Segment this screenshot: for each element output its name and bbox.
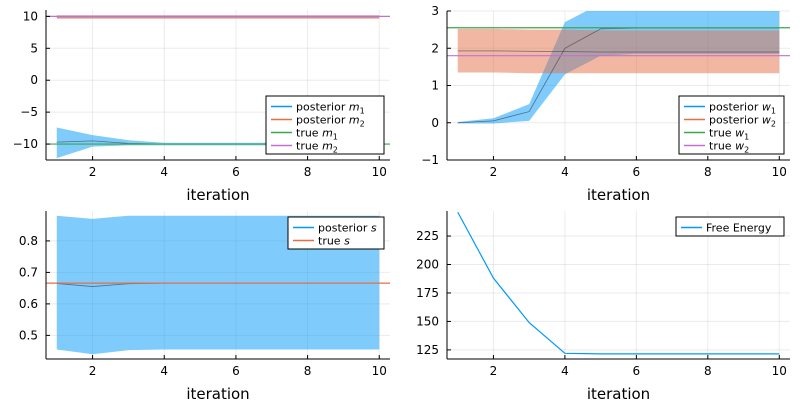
legend-label-1: Free Energy — [706, 222, 772, 235]
y-tick-label: 0.7 — [19, 265, 38, 279]
chart-panel-4: 2 4 6 8 10 125 150 175 200 225 iteration Free Energ… — [416, 211, 790, 400]
legend-label-1: posterior w1 — [709, 101, 776, 116]
y-tick-label: 1 — [431, 79, 439, 93]
x-tick-label: 10 — [372, 364, 387, 378]
y-tick-label: 3 — [431, 4, 439, 18]
chart-panel-1: 2 4 6 8 10 −10 −5 0 5 10 iteration posterior m1post… — [13, 9, 390, 204]
legend-label-1: posterior s — [318, 222, 377, 235]
legend-label-2: true s — [318, 235, 350, 248]
x-tick-label: 8 — [704, 165, 712, 179]
x-tick-label: 10 — [372, 165, 387, 179]
y-tick-label: 175 — [416, 286, 439, 300]
legend-box — [675, 216, 785, 237]
x-tick-label: 8 — [304, 364, 312, 378]
series-band-1 — [56, 127, 380, 159]
legend-label-2: posterior m2 — [296, 114, 365, 129]
y-tick-label: 200 — [416, 258, 439, 272]
series-band-2 — [457, 28, 780, 74]
x-tick-label: 2 — [89, 364, 97, 378]
y-tick-label: 0 — [30, 73, 38, 87]
y-tick-label: 225 — [416, 229, 439, 243]
y-tick-label: 125 — [416, 343, 439, 357]
legend-label-3: true m1 — [296, 127, 338, 142]
legend-label-3: true w1 — [709, 127, 749, 142]
legend-box — [265, 95, 385, 155]
y-tick-label: 0.5 — [19, 328, 38, 342]
x-tick-label: 2 — [89, 165, 97, 179]
series-line-2 — [457, 50, 780, 53]
legend-label-4: true w2 — [709, 140, 749, 155]
plot-area — [447, 11, 790, 124]
y-tick-label: 0.8 — [19, 234, 38, 248]
x-tick-label: 8 — [704, 364, 712, 378]
x-tick-label: 4 — [160, 364, 168, 378]
x-tick-label: 6 — [232, 165, 240, 179]
legend-label-1: posterior m1 — [296, 101, 365, 116]
x-tick-label: 2 — [490, 165, 498, 179]
y-tick-label: 10 — [23, 9, 38, 23]
legend-box — [678, 95, 785, 155]
x-axis-label: iteration — [587, 186, 650, 204]
legend-label-2: posterior w2 — [709, 114, 776, 129]
series-line-1 — [457, 211, 780, 355]
y-tick-label: 0 — [431, 116, 439, 130]
x-tick-label: 6 — [633, 165, 641, 179]
y-tick-label: −1 — [421, 153, 439, 167]
x-tick-label: 6 — [232, 364, 240, 378]
legend-box — [287, 216, 385, 250]
x-tick-label: 8 — [304, 165, 312, 179]
y-tick-label: −5 — [20, 105, 38, 119]
y-tick-label: 150 — [416, 314, 439, 328]
y-tick-label: 5 — [30, 41, 38, 55]
x-tick-label: 4 — [561, 364, 569, 378]
x-tick-label: 4 — [561, 165, 569, 179]
x-axis-label: iteration — [587, 385, 650, 400]
chart-panel-2: 2 4 6 8 10 −1 0 1 2 3 iteration posterior w1posteri… — [421, 4, 790, 204]
x-axis-label: iteration — [186, 186, 249, 204]
x-tick-label: 10 — [772, 165, 787, 179]
legend: Free Energy — [675, 216, 785, 237]
plot-area — [457, 211, 780, 355]
x-axis-label: iteration — [186, 385, 249, 400]
x-tick-label: 4 — [160, 165, 168, 179]
y-tick-label: 0.6 — [19, 297, 38, 311]
y-tick-label: 2 — [431, 41, 439, 55]
x-tick-label: 10 — [772, 364, 787, 378]
x-tick-label: 2 — [490, 364, 498, 378]
x-tick-label: 6 — [633, 364, 641, 378]
series-band-1 — [56, 215, 380, 355]
plot-area — [46, 215, 390, 355]
y-tick-label: −10 — [13, 137, 38, 151]
legend-label-4: true m2 — [296, 140, 338, 155]
chart-panel-3: 2 4 6 8 10 0.5 0.6 0.7 0.8 iteration posterior str… — [19, 211, 390, 400]
